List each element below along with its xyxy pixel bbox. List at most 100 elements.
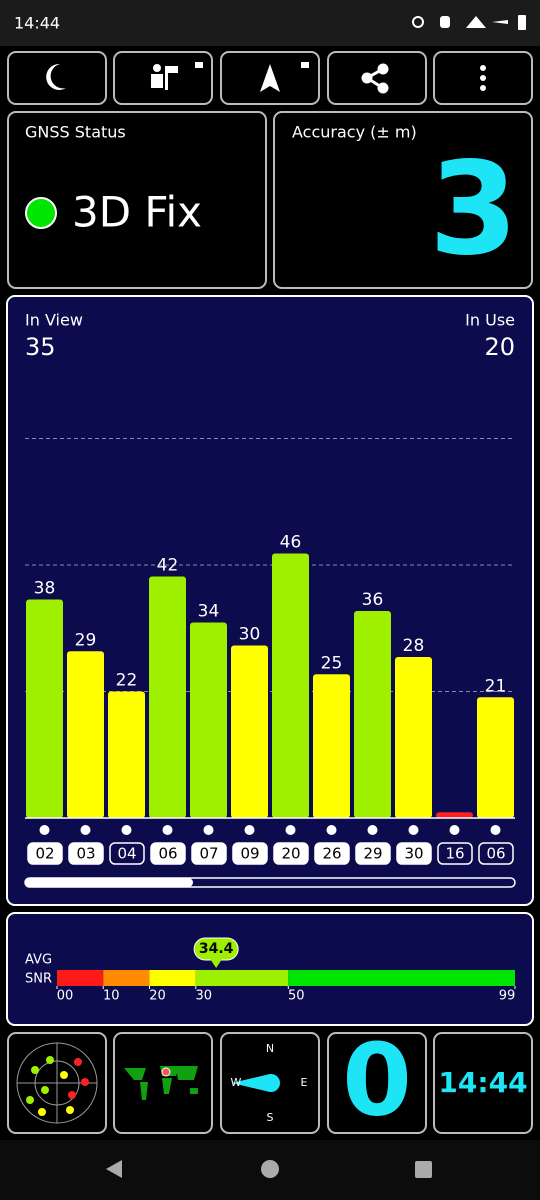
satellite-dot — [39, 825, 50, 835]
satellite-id: 07 — [199, 845, 218, 863]
satellite-dot — [162, 825, 173, 835]
accuracy-title: Accuracy (± m) — [292, 123, 417, 142]
in-use-label-box — [314, 842, 350, 865]
bar — [354, 611, 391, 818]
recents-button[interactable] — [415, 1161, 432, 1178]
in-use-label-box — [150, 842, 186, 865]
radar-icon — [16, 1042, 98, 1124]
lock-icon — [301, 62, 309, 68]
in-use-label-box — [273, 842, 309, 865]
satellite-dot — [285, 825, 296, 835]
status-icons — [412, 14, 526, 30]
in-view-label: In View — [25, 311, 83, 330]
back-button[interactable] — [106, 1160, 122, 1178]
satellite-dot — [490, 825, 501, 835]
share-button[interactable] — [327, 51, 427, 105]
satellite-dot — [408, 825, 419, 835]
in-use-value: 20 — [484, 333, 515, 361]
label-box — [478, 842, 514, 865]
status-time: 14:44 — [14, 14, 60, 33]
snr-tick-label: 99 — [499, 989, 516, 1004]
satellite-dot — [203, 825, 214, 835]
bar — [149, 576, 186, 818]
accuracy-panel — [273, 111, 533, 289]
satellite-dot — [367, 825, 378, 835]
bar — [108, 691, 145, 818]
night-mode-button[interactable] — [7, 51, 107, 105]
satellite-dot — [80, 825, 91, 835]
fix-text: 3D Fix — [72, 188, 202, 237]
scrollbar-thumb[interactable] — [25, 878, 193, 887]
arrow-icon — [260, 64, 280, 92]
satellite-dot — [326, 825, 337, 835]
snr-tick-label: 00 — [57, 989, 74, 1004]
satellite-id: 03 — [76, 845, 95, 863]
snr-tick-label: 50 — [288, 989, 305, 1004]
in-use-label-box — [396, 842, 432, 865]
bar — [395, 657, 432, 818]
clock-button[interactable] — [433, 1032, 533, 1134]
satellite-id: 09 — [240, 845, 259, 863]
toolbar — [7, 51, 533, 105]
satellite-id: 30 — [404, 845, 423, 863]
compass-n: N — [266, 1042, 274, 1055]
bar-value-label: 22 — [116, 671, 138, 691]
avg-value: 34.4 — [199, 941, 234, 957]
in-view-value: 35 — [25, 333, 56, 361]
share-icon — [361, 63, 389, 94]
satellite-dot — [449, 825, 460, 835]
bar — [231, 645, 268, 818]
clock-value: 14:44 — [438, 1066, 527, 1099]
satellite-id: 26 — [322, 845, 341, 863]
bar-value-label: 36 — [362, 590, 384, 610]
speed-value: 0 — [342, 1021, 412, 1138]
satellite-dot — [121, 825, 132, 835]
bar-value-label: 30 — [239, 625, 261, 645]
snr-tick-label: 20 — [149, 989, 166, 1004]
bar — [272, 553, 309, 818]
fix-indicator — [25, 197, 57, 229]
snr-segment — [57, 970, 104, 986]
avg-marker-pointer — [210, 959, 223, 968]
bar — [313, 674, 350, 818]
label-box — [437, 842, 473, 865]
satellite-id: 06 — [158, 845, 177, 863]
bar-value-label: 25 — [321, 653, 343, 673]
bar — [477, 697, 514, 818]
bar-value-label: 29 — [75, 630, 97, 650]
snr-label: SNR — [25, 972, 52, 987]
snr-segment — [288, 970, 515, 986]
bar — [436, 812, 473, 818]
snr-segment — [195, 970, 289, 986]
gnss-status-title: GNSS Status — [25, 123, 126, 142]
avg-label: AVG — [25, 953, 52, 968]
compass-e: E — [301, 1076, 308, 1089]
bar-value-label: 21 — [485, 676, 507, 696]
map-icon — [122, 1063, 204, 1103]
snr-panel — [6, 912, 534, 1026]
bar-value-label: 42 — [157, 556, 179, 576]
menu-icon — [480, 65, 486, 91]
speed-button[interactable] — [327, 1032, 427, 1134]
moon-icon — [46, 63, 66, 90]
status-bar — [0, 0, 540, 46]
bar — [190, 622, 227, 818]
satellite-id: 04 — [117, 845, 136, 863]
label-box — [109, 842, 145, 865]
in-use-label: In Use — [465, 311, 515, 330]
bar — [67, 651, 104, 818]
in-use-label-box — [355, 842, 391, 865]
person-icon — [151, 62, 203, 90]
satellite-id: 29 — [363, 845, 382, 863]
snr-segment — [149, 970, 196, 986]
snr-tick-label: 30 — [196, 989, 213, 1004]
compass-s: S — [267, 1111, 274, 1124]
in-use-label-box — [68, 842, 104, 865]
compass-icon — [232, 1074, 280, 1092]
bar-value-label: 28 — [403, 636, 425, 656]
satellite-id: 02 — [35, 845, 54, 863]
home-button[interactable] — [261, 1160, 279, 1178]
in-use-label-box — [27, 842, 63, 865]
